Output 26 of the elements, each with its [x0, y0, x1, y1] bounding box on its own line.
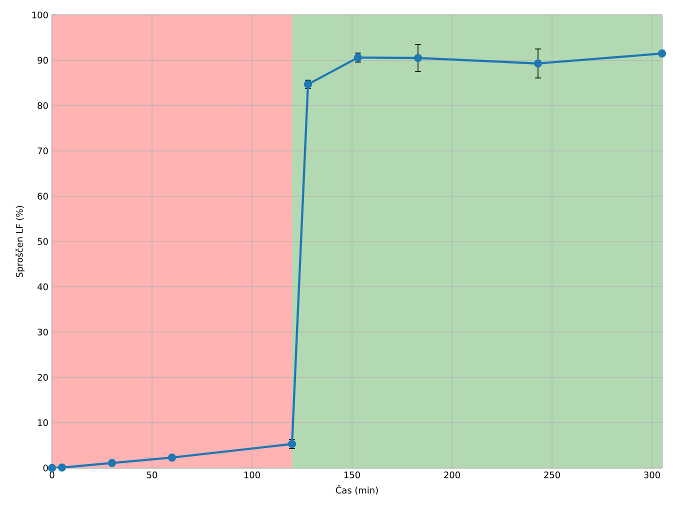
y-tick-label: 30 [38, 328, 48, 336]
y-tick-label: 60 [38, 192, 48, 200]
x-tick-label: 250 [544, 472, 560, 478]
y-axis-title: Sproščen LF (%) [15, 206, 25, 278]
y-tick-label: 40 [38, 283, 48, 290]
x-tick-label: 100 [244, 472, 260, 478]
point [414, 54, 422, 62]
point [58, 463, 66, 472]
y-tick-label: 50 [38, 238, 48, 245]
point [168, 454, 176, 462]
y-tick-label: 20 [38, 374, 48, 381]
y-tick-label: 70 [38, 148, 48, 154]
y-tick-label: 10 [38, 419, 48, 426]
x-tick-label: 0 [50, 472, 54, 478]
point [534, 59, 542, 68]
x-tick-label: 300 [644, 472, 660, 478]
point [108, 458, 116, 468]
point [658, 49, 666, 58]
y-tick-label: 100 [32, 12, 48, 18]
x-axis-title: Čas (min) [336, 485, 378, 495]
y-tick-label: 0 [43, 464, 48, 472]
x-tick-label: 50 [146, 472, 158, 478]
y-tick-label: 90 [38, 56, 48, 64]
x-tick-label: 150 [344, 472, 360, 478]
x-tick-label: 200 [444, 472, 460, 478]
y-tick-label: 80 [38, 102, 48, 109]
